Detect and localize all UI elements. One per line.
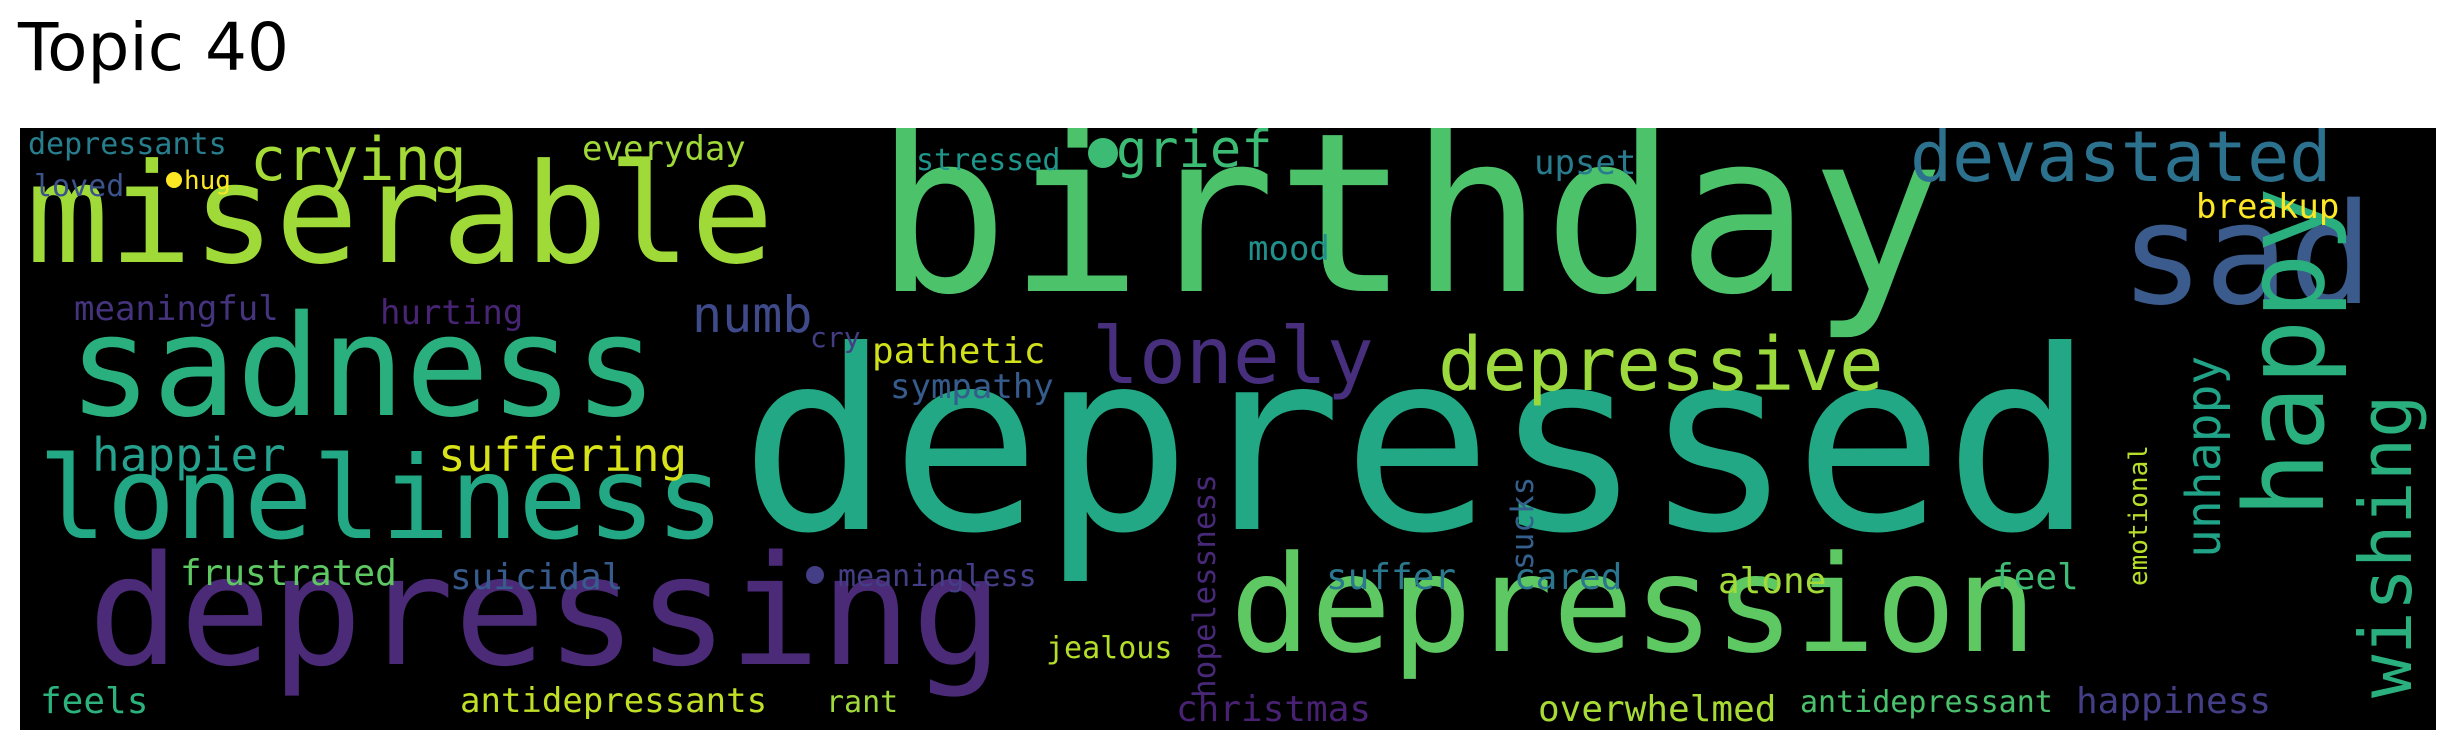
word-loved: loved <box>34 169 125 204</box>
word-stressed: stressed <box>916 143 1061 178</box>
word-christmas: christmas <box>1176 689 1372 730</box>
word-sad: sad <box>2120 174 2373 337</box>
word-happier: happier <box>92 428 286 482</box>
dot-green <box>1088 138 1118 168</box>
word-cared: cared <box>1514 557 1623 598</box>
word-jealous: jealous <box>1046 631 1173 666</box>
word-sympathy: sympathy <box>890 367 1054 407</box>
word-emotional: emotional <box>2124 445 2154 586</box>
word-hopelessness: hopelessness <box>1187 474 1223 698</box>
word-happy: happy <box>2221 186 2349 518</box>
word-devastated: devastated <box>1910 128 2332 198</box>
word-depressed: depressed <box>740 297 2095 588</box>
word-birthday: birthday <box>875 128 1945 344</box>
word-upset: upset <box>1534 143 1637 183</box>
word-frustrated: frustrated <box>180 553 397 594</box>
word-hug: hug <box>184 166 231 196</box>
word-unhappy: unhappy <box>2176 355 2232 558</box>
word-cry: cry <box>810 321 861 354</box>
page-title: Topic 40 <box>18 9 289 86</box>
word-mood: mood <box>1248 229 1330 269</box>
dot-yellow <box>166 172 182 188</box>
word-suffer: suffer <box>1326 557 1457 598</box>
word-feels: feels <box>40 681 149 722</box>
word-meaningful: meaningful <box>74 289 279 329</box>
word-loneliness: loneliness <box>38 432 725 565</box>
word-miserable: miserable <box>26 134 774 295</box>
word-rant: rant <box>826 685 899 720</box>
word-feel: feel <box>1992 557 2079 598</box>
word-grief: grief <box>1116 128 1273 180</box>
word-depressive: depressive <box>1438 322 1884 408</box>
word-numb: numb <box>692 286 813 344</box>
word-suicidal: suicidal <box>450 557 624 598</box>
word-pathetic: pathetic <box>872 331 1046 372</box>
word-cloud: birthday depressed miserable sadness dep… <box>20 128 2436 730</box>
dot-purple <box>806 566 824 584</box>
word-happiness: happiness <box>2076 681 2272 722</box>
word-breakup: breakup <box>2196 187 2340 227</box>
word-crying: crying <box>250 128 467 195</box>
word-depressing: depressing <box>88 523 1004 700</box>
word-antidepressant: antidepressant <box>1800 685 2053 720</box>
word-alone: alone <box>1718 561 1827 602</box>
word-sucks: sucks <box>1505 476 1541 570</box>
word-wishing: wishing <box>2344 394 2428 698</box>
word-lonely: lonely <box>1092 312 1374 402</box>
word-hurting: hurting <box>380 293 524 333</box>
word-suffering: suffering <box>438 428 688 482</box>
word-depressants: depressants <box>28 128 227 162</box>
word-everyday: everyday <box>582 129 746 169</box>
word-antidepressants: antidepressants <box>460 681 768 721</box>
word-meaningless: meaningless <box>838 559 1037 594</box>
word-sadness: sadness <box>68 286 659 449</box>
word-overwhelmed: overwhelmed <box>1538 689 1777 730</box>
word-depression: depression <box>1230 527 2037 683</box>
